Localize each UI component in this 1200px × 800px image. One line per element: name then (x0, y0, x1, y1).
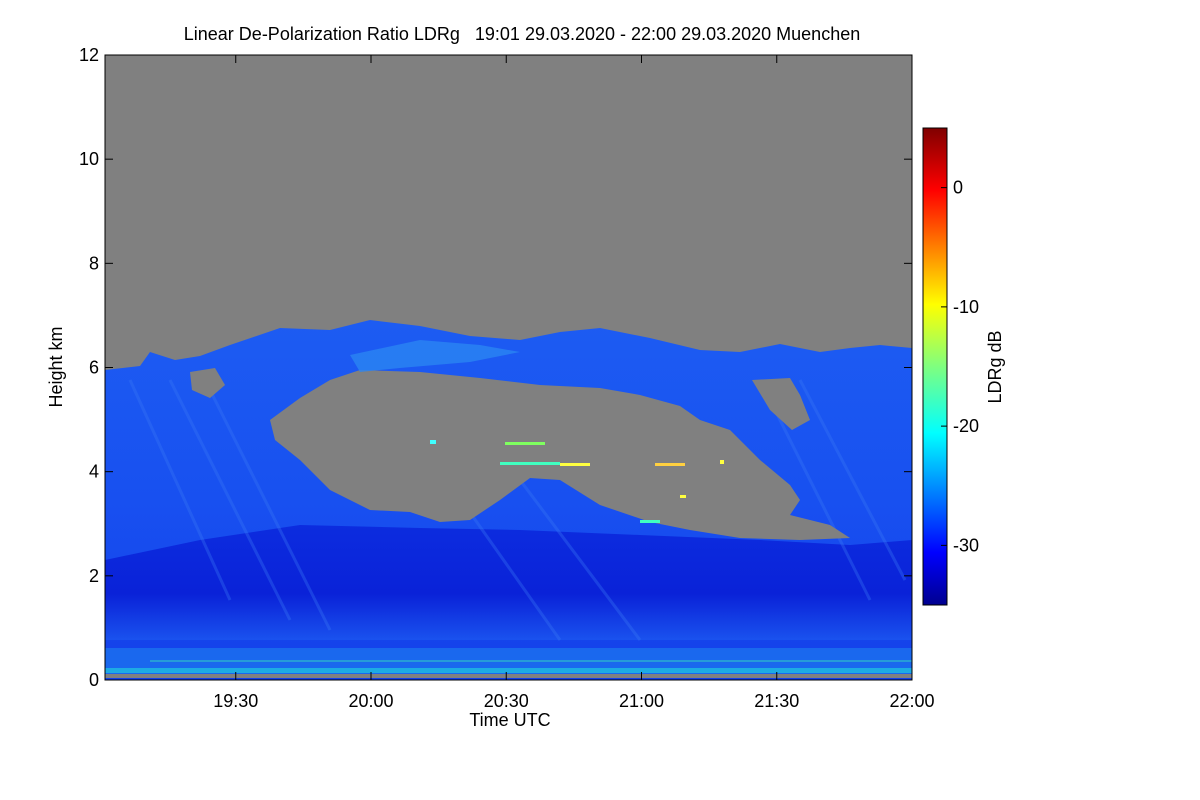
lower-layer (105, 525, 912, 640)
upper-cloud-highlight (350, 340, 520, 372)
x-tick-label: 22:00 (889, 691, 934, 711)
signal-gap-right (752, 378, 810, 430)
surface-noise-speckles (105, 660, 912, 678)
y-tick-label: 2 (89, 566, 99, 586)
x-tick-label: 21:00 (619, 691, 664, 711)
y-tick-label: 12 (79, 45, 99, 65)
x-tick-label: 20:30 (484, 691, 529, 711)
y-axis-label: Height km (46, 326, 66, 407)
heatmap-area (105, 55, 912, 680)
speckles (430, 440, 724, 523)
x-axis-label: Time UTC (469, 710, 550, 730)
colorbar-tick-label: -10 (953, 297, 979, 317)
y-tick-label: 8 (89, 253, 99, 273)
colorbar-ticks: 0 -10 -20 -30 (941, 178, 979, 555)
x-tick-label: 19:30 (213, 691, 258, 711)
signal-gap-left (190, 368, 225, 398)
x-tick-label: 20:00 (348, 691, 393, 711)
colorbar-tick-label: 0 (953, 178, 963, 198)
y-tick-label: 6 (89, 358, 99, 378)
colorbar-gradient (922, 127, 948, 606)
x-axis: 19:30 20:00 20:30 21:00 21:30 22:00 (213, 55, 935, 711)
y-tick-label: 4 (89, 462, 99, 482)
x-tick-label: 21:30 (754, 691, 799, 711)
colorbar-tick-label: -20 (953, 416, 979, 436)
colorbar-label: LDRg dB (985, 330, 1005, 403)
colorbar: 0 -10 -20 -30 LDRg dB (922, 127, 1005, 606)
y-axis: 0 2 4 6 8 10 12 (79, 45, 912, 690)
chart-title: Linear De-Polarization Ratio LDRg 19:01 … (184, 24, 860, 44)
colorbar-tick-label: -30 (953, 535, 979, 555)
y-tick-label: 10 (79, 149, 99, 169)
y-tick-label: 0 (89, 670, 99, 690)
signal-gap (270, 370, 850, 540)
